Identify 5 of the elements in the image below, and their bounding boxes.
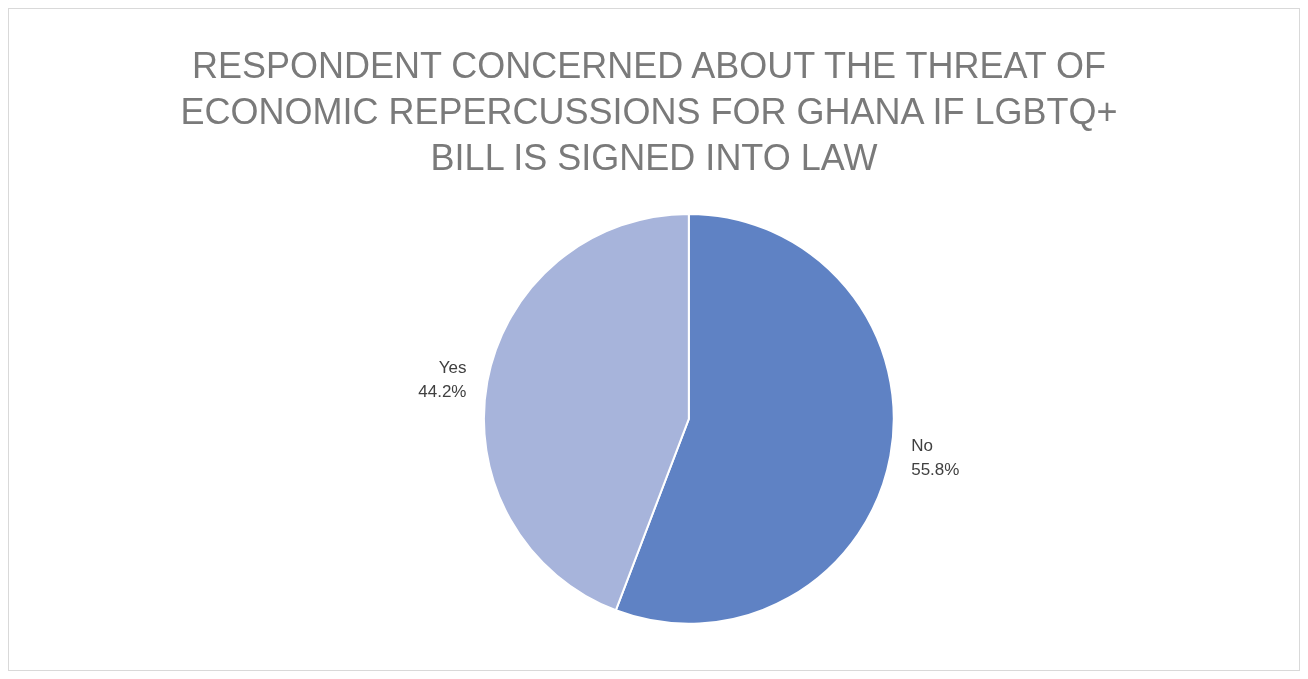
- data-label: 55.8%: [911, 460, 960, 480]
- data-label: 44.2%: [418, 382, 467, 402]
- chart-title: RESPONDENT CONCERNED ABOUT THE THREAT OF ECONOMIC REPERCUSSIONS FOR GHANA IF LGBTQ+ BILL IS SIGNED INTO LAW: [180, 44, 1128, 178]
- slice-label: Yes: [438, 358, 467, 378]
- slice-label: No: [911, 436, 933, 456]
